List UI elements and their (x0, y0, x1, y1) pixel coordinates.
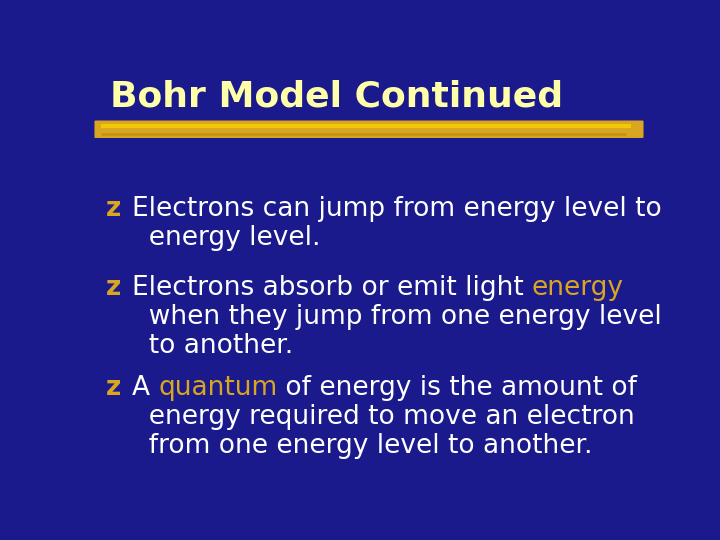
Text: A: A (132, 375, 158, 401)
Text: z: z (106, 196, 121, 222)
Text: Electrons can jump from energy level to: Electrons can jump from energy level to (132, 196, 662, 222)
Text: from one energy level to another.: from one energy level to another. (132, 433, 593, 459)
Text: Electrons absorb or emit light: Electrons absorb or emit light (132, 275, 532, 301)
FancyBboxPatch shape (94, 120, 644, 138)
Text: Bohr Model Continued: Bohr Model Continued (109, 79, 562, 113)
Text: energy level.: energy level. (132, 225, 320, 251)
Text: when they jump from one energy level: when they jump from one energy level (132, 304, 662, 330)
Text: quantum: quantum (158, 375, 277, 401)
Text: to another.: to another. (132, 333, 293, 359)
Text: of energy is the amount of: of energy is the amount of (277, 375, 637, 401)
Text: energy required to move an electron: energy required to move an electron (132, 404, 634, 430)
Text: z: z (106, 275, 121, 301)
Text: energy: energy (532, 275, 624, 301)
Text: z: z (106, 375, 121, 401)
